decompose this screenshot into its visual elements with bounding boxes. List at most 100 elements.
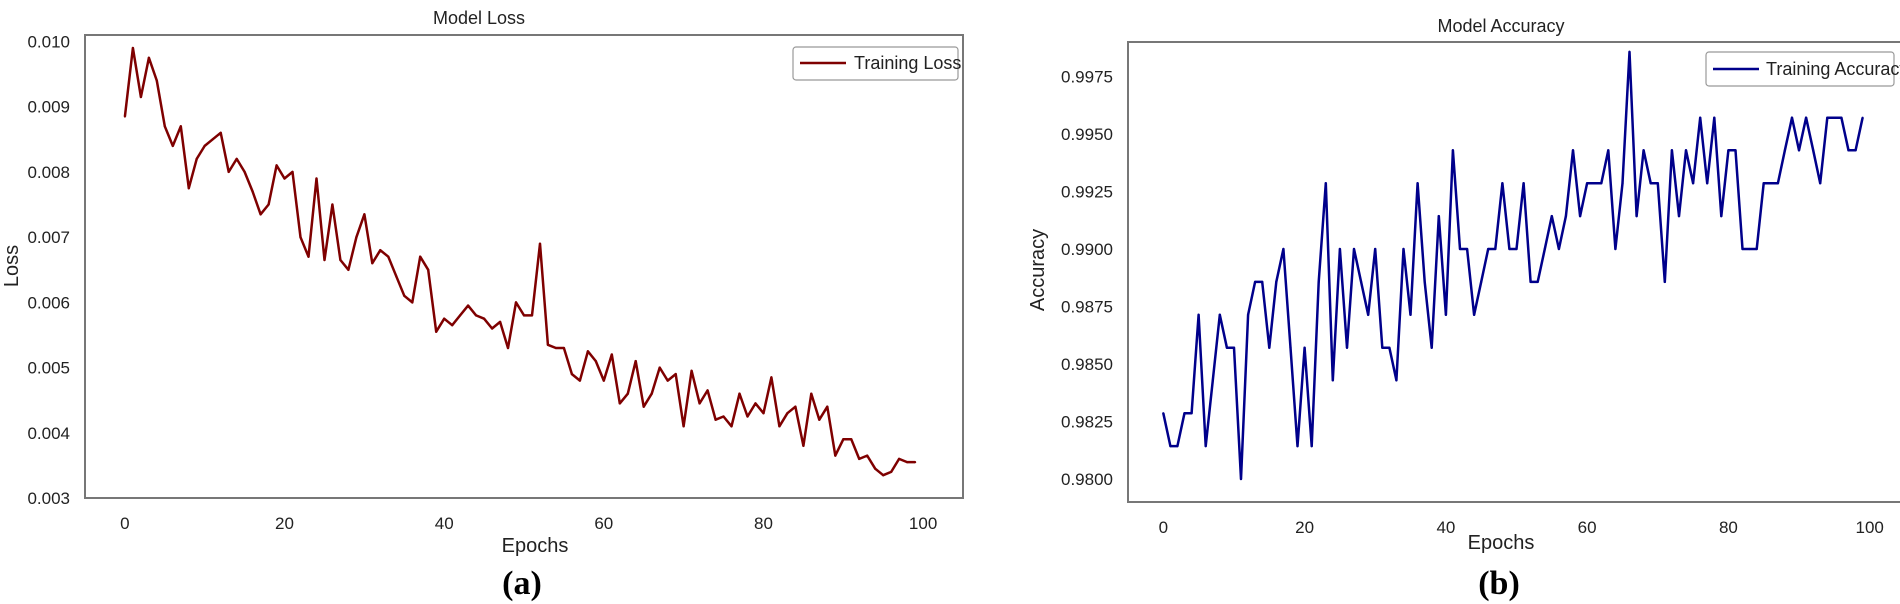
loss-data-point xyxy=(626,392,629,395)
loss-data-point xyxy=(323,258,326,262)
loss-data-point xyxy=(842,438,845,441)
loss-data-point xyxy=(714,418,717,421)
loss-data-point xyxy=(147,56,150,59)
loss-y-tick-label: 0.008 xyxy=(27,163,70,182)
accuracy-y-tick-label: 0.9900 xyxy=(1061,240,1113,259)
accuracy-data-point xyxy=(1466,247,1469,251)
accuracy-data-point xyxy=(1494,247,1497,251)
loss-data-point xyxy=(355,236,358,239)
accuracy-chart-panel: Model Accuracy 0 20 40 60 80 100 0.9800 0.9825… xyxy=(1027,16,1900,602)
loss-x-tick-label: 40 xyxy=(435,514,454,533)
accuracy-data-point xyxy=(1797,149,1801,152)
accuracy-data-point xyxy=(1275,280,1278,283)
loss-data-point xyxy=(578,379,582,382)
loss-data-point xyxy=(443,317,446,320)
loss-data-point xyxy=(898,457,901,460)
accuracy-data-point xyxy=(1628,50,1631,54)
loss-legend-label: Training Loss xyxy=(854,53,961,73)
accuracy-data-point xyxy=(1254,280,1257,283)
loss-data-point xyxy=(331,203,334,206)
accuracy-data-point xyxy=(1861,116,1864,119)
accuracy-data-point xyxy=(1367,313,1370,316)
accuracy-data-point xyxy=(1649,182,1652,185)
loss-data-point xyxy=(778,425,781,428)
accuracy-data-point xyxy=(1458,247,1462,251)
accuracy-chart-marks xyxy=(1162,50,1864,481)
loss-data-point xyxy=(690,369,693,372)
loss-x-tick-label: 80 xyxy=(754,514,773,533)
accuracy-data-point xyxy=(1303,346,1306,349)
loss-legend: Training Loss xyxy=(792,46,961,81)
accuracy-data-point xyxy=(1289,346,1292,349)
accuracy-data-point xyxy=(1261,280,1264,283)
loss-data-point xyxy=(475,314,478,317)
accuracy-data-point xyxy=(1833,116,1836,119)
loss-data-point xyxy=(411,301,414,304)
loss-x-axis-label: Epochs xyxy=(502,535,569,557)
accuracy-data-point xyxy=(1331,379,1334,382)
loss-data-point xyxy=(259,213,262,216)
loss-data-point xyxy=(179,125,182,128)
accuracy-data-point xyxy=(1826,116,1829,119)
loss-data-point xyxy=(267,203,270,206)
loss-data-point xyxy=(467,304,470,307)
loss-y-tick-label: 0.007 xyxy=(27,228,70,247)
loss-data-point xyxy=(802,444,805,447)
loss-y-tick-label: 0.010 xyxy=(27,33,70,52)
loss-y-ticks: 0.003 0.004 0.005 0.006 0.007 0.008 0.009 0.010 xyxy=(27,33,70,509)
accuracy-legend-label: Training Accuracy xyxy=(1766,59,1900,79)
loss-x-tick-label: 100 xyxy=(909,514,937,533)
loss-data-point xyxy=(403,294,406,297)
loss-data-point xyxy=(187,187,190,190)
loss-data-point xyxy=(163,125,166,128)
accuracy-data-point xyxy=(1197,313,1200,316)
loss-data-point xyxy=(483,317,486,320)
loss-data-point xyxy=(315,177,318,180)
loss-chart-panel: Model Loss 0 20 40 60 80 100 0.0030.0040.0050… xyxy=(1,8,964,602)
accuracy-data-point xyxy=(1402,247,1405,251)
loss-y-tick-label: 0.009 xyxy=(27,98,70,117)
accuracy-x-tick-label: 80 xyxy=(1719,518,1738,537)
accuracy-data-point xyxy=(1296,445,1299,448)
loss-data-point xyxy=(698,402,701,405)
accuracy-data-point xyxy=(1282,247,1285,251)
loss-data-point xyxy=(123,115,126,118)
loss-chart-marks xyxy=(123,46,917,477)
loss-data-point xyxy=(387,255,390,258)
loss-data-point xyxy=(890,470,893,473)
loss-data-point xyxy=(730,425,733,428)
accuracy-data-point xyxy=(1663,280,1666,283)
accuracy-data-point xyxy=(1805,116,1808,119)
accuracy-data-point xyxy=(1670,149,1673,152)
loss-legend-box xyxy=(792,46,959,81)
accuracy-data-point xyxy=(1819,182,1822,185)
accuracy-data-point xyxy=(1204,445,1207,448)
loss-data-point xyxy=(642,405,645,408)
accuracy-data-point xyxy=(1218,313,1221,316)
accuracy-data-point xyxy=(1324,182,1327,185)
accuracy-data-point xyxy=(1239,477,1243,481)
loss-data-point xyxy=(451,324,454,327)
loss-series-line xyxy=(123,46,916,477)
loss-data-point xyxy=(363,213,366,216)
accuracy-data-point xyxy=(1480,280,1483,283)
accuracy-data-point xyxy=(1409,313,1412,316)
accuracy-data-point xyxy=(1727,149,1730,152)
accuracy-data-point xyxy=(1487,247,1490,251)
accuracy-data-point xyxy=(1232,346,1236,349)
loss-data-point xyxy=(858,457,861,460)
loss-data-point xyxy=(786,412,789,415)
loss-data-point xyxy=(850,438,853,441)
accuracy-data-point xyxy=(1430,346,1433,349)
accuracy-data-point xyxy=(1522,182,1525,185)
loss-data-point xyxy=(554,346,558,350)
accuracy-data-point xyxy=(1748,247,1751,251)
accuracy-data-point xyxy=(1310,445,1313,448)
accuracy-data-point xyxy=(1783,149,1786,152)
accuracy-data-point xyxy=(1776,182,1779,185)
loss-data-point xyxy=(291,170,294,173)
accuracy-data-point xyxy=(1345,346,1349,349)
loss-data-point xyxy=(155,79,158,82)
accuracy-data-point xyxy=(1473,313,1476,316)
accuracy-data-point xyxy=(1642,149,1645,152)
